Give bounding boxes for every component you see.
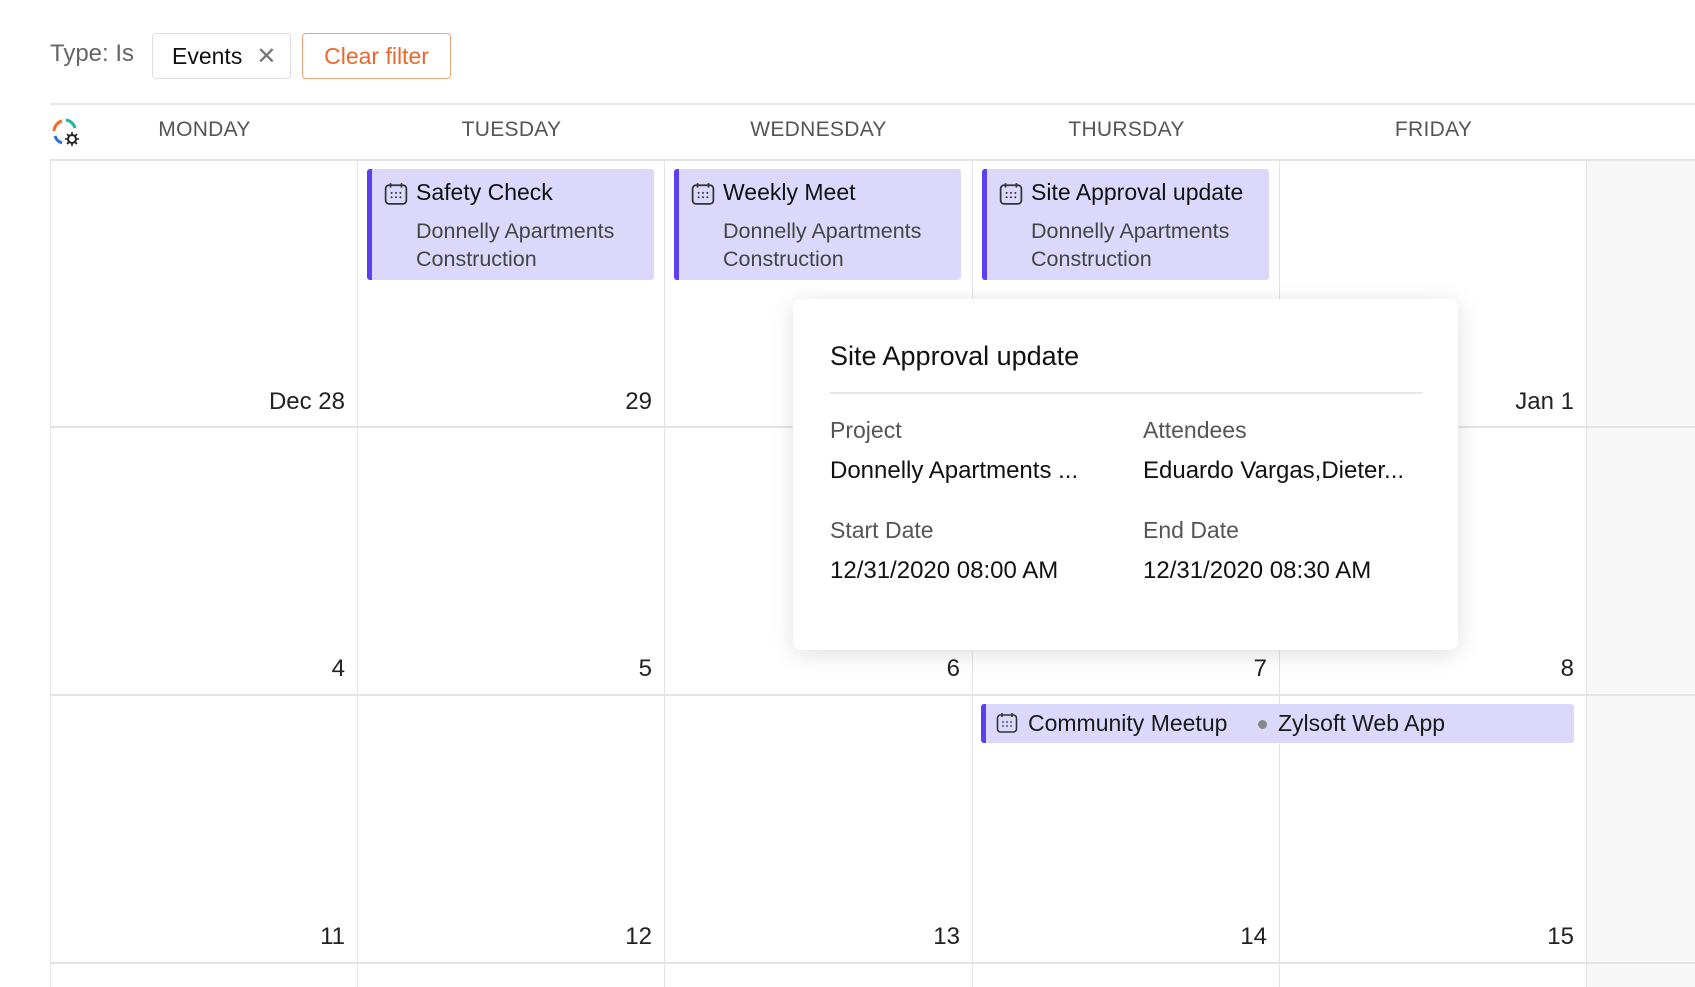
- date-number: 8: [1560, 655, 1574, 682]
- grid-line: [664, 160, 665, 987]
- day-cell[interactable]: [358, 695, 665, 962]
- day-header-0: MONDAY: [158, 118, 251, 141]
- filter-label: Type: Is: [50, 40, 135, 67]
- event-project-line: Construction: [723, 247, 844, 271]
- calendar-icon: [999, 183, 1023, 205]
- popup-title: Site Approval update: [830, 341, 1080, 371]
- day-header-4: FRIDAY: [1394, 118, 1473, 141]
- date-number: Dec 28: [268, 388, 345, 415]
- calendar-icon: [996, 713, 1018, 733]
- grid-line: [1586, 160, 1587, 987]
- filter-chip-label: Events: [172, 42, 243, 69]
- popup-divider: [830, 392, 1422, 394]
- start-date-label: Start Date: [830, 517, 934, 543]
- project-label: Project: [830, 417, 902, 443]
- day-cell[interactable]: [51, 427, 358, 694]
- end-date-label: End Date: [1143, 517, 1239, 543]
- grid-line: [50, 962, 1695, 964]
- date-number: 14: [1240, 923, 1267, 950]
- weekend-column: [1587, 160, 1695, 987]
- grid-line: [357, 160, 358, 987]
- event-project-line: Construction: [1031, 247, 1152, 271]
- event-project: Donnelly Apartments Construction: [1031, 217, 1229, 273]
- event-project: Donnelly Apartments Construction: [723, 217, 921, 273]
- date-number: 7: [1253, 655, 1267, 682]
- divider: [50, 103, 1695, 105]
- calendar-icon: [384, 183, 408, 205]
- event-project: Zylsoft Web App: [1278, 710, 1446, 736]
- attendees-value: Eduardo Vargas,Dieter...: [1143, 457, 1405, 484]
- event-project-line: Donnelly Apartments: [1031, 219, 1230, 243]
- event-community-meetup[interactable]: Community Meetup Zylsoft Web App: [981, 704, 1574, 743]
- day-header-2: WEDNESDAY: [750, 118, 887, 141]
- popup-arrow: [1124, 285, 1152, 300]
- event-title: Site Approval update: [1031, 179, 1244, 205]
- event-project-line: Donnelly Apartments: [723, 219, 922, 243]
- grid-line: [50, 159, 1695, 161]
- date-number: 6: [946, 655, 960, 682]
- attendees-label: Attendees: [1143, 417, 1247, 443]
- date-number: 11: [320, 923, 345, 950]
- date-number: Jan 1: [1515, 388, 1574, 415]
- event-project-line: Construction: [416, 247, 537, 271]
- day-header-3: THURSDAY: [1068, 118, 1185, 141]
- event-card[interactable]: Weekly Meet Donnelly Apartments Construct…: [674, 169, 961, 280]
- separator-dot: [1258, 720, 1267, 729]
- event-details-popup: Site Approval update Project Donnelly Ap…: [793, 299, 1458, 650]
- grid-line: [50, 694, 1695, 696]
- calendar-settings-icon[interactable]: [50, 117, 82, 149]
- clear-filter-button[interactable]: Clear filter: [302, 33, 451, 79]
- close-icon[interactable]: ✕: [256, 42, 277, 70]
- day-cell[interactable]: [51, 160, 358, 427]
- event-card[interactable]: Site Approval update Donnelly Apartments…: [982, 169, 1269, 280]
- start-date-value: 12/31/2020 08:00 AM: [830, 557, 1059, 584]
- date-number: 13: [933, 923, 960, 950]
- day-cell[interactable]: [665, 695, 972, 962]
- event-title: Safety Check: [416, 179, 553, 205]
- end-date-value: 12/31/2020 08:30 AM: [1143, 557, 1372, 584]
- day-cell[interactable]: [358, 427, 665, 694]
- event-project: Donnelly Apartments Construction: [416, 217, 614, 273]
- event-title: Community Meetup: [1028, 710, 1228, 736]
- project-value: Donnelly Apartments ...: [830, 457, 1079, 484]
- date-number: 4: [331, 655, 345, 682]
- day-cell[interactable]: [51, 695, 358, 962]
- date-number: 15: [1547, 923, 1574, 950]
- calendar-icon: [691, 183, 715, 205]
- filter-chip-events[interactable]: Events ✕: [152, 33, 291, 79]
- day-header-1: TUESDAY: [461, 118, 562, 141]
- date-number: 12: [625, 923, 652, 950]
- date-number: 5: [638, 655, 652, 682]
- event-title: Weekly Meet: [723, 179, 856, 205]
- grid-line: [50, 160, 51, 987]
- date-number: 29: [625, 388, 652, 415]
- event-card[interactable]: Safety Check Donnelly Apartments Construc…: [367, 169, 654, 280]
- event-project-line: Donnelly Apartments: [416, 219, 615, 243]
